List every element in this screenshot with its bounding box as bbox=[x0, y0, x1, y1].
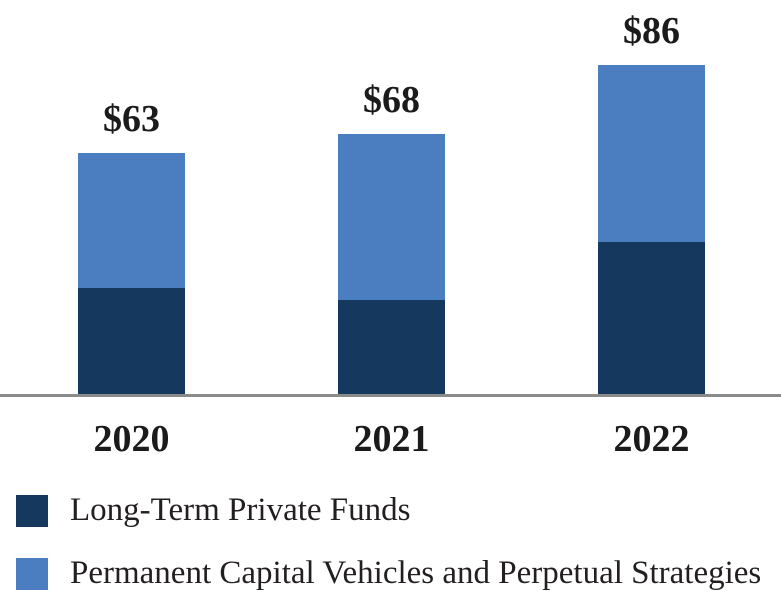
bar-total-label-2021: $68 bbox=[363, 79, 420, 121]
bar-segment-long-term-2021 bbox=[338, 300, 445, 396]
legend-swatch-permanent-capital bbox=[16, 557, 48, 590]
legend-label-long-term: Long-Term Private Funds bbox=[70, 492, 411, 528]
bar-segment-permanent-capital-2021 bbox=[338, 134, 445, 300]
bar-group-2021: $68 bbox=[338, 81, 445, 396]
x-axis-label-2022: 2022 bbox=[613, 418, 690, 460]
bar-2022 bbox=[598, 65, 705, 396]
bar-segment-long-term-2020 bbox=[78, 288, 185, 396]
legend-swatch-long-term bbox=[16, 494, 48, 527]
bar-segment-long-term-2022 bbox=[598, 242, 705, 396]
bar-total-label-2022: $86 bbox=[623, 10, 680, 52]
bar-segment-permanent-capital-2020 bbox=[78, 153, 185, 288]
legend-label-permanent-capital: Permanent Capital Vehicles and Perpetual… bbox=[70, 555, 762, 591]
bar-group-2020: $63 bbox=[78, 100, 185, 396]
bar-2020 bbox=[78, 153, 185, 396]
x-axis-label-2021: 2021 bbox=[353, 418, 430, 460]
legend: Long-Term Private Funds Permanent Capita… bbox=[16, 494, 761, 606]
x-axis-line bbox=[0, 394, 781, 397]
bar-group-2022: $86 bbox=[598, 12, 705, 396]
bar-segment-permanent-capital-2022 bbox=[598, 65, 705, 242]
legend-item-permanent-capital: Permanent Capital Vehicles and Perpetual… bbox=[16, 557, 761, 590]
x-axis-label-2020: 2020 bbox=[93, 418, 170, 460]
x-axis-labels: 2020 2021 2022 bbox=[78, 420, 705, 458]
legend-item-long-term-private-funds: Long-Term Private Funds bbox=[16, 494, 761, 527]
bar-2021 bbox=[338, 134, 445, 396]
plot-area: $63 $68 $86 bbox=[78, 0, 705, 396]
bar-total-label-2020: $63 bbox=[103, 98, 160, 140]
